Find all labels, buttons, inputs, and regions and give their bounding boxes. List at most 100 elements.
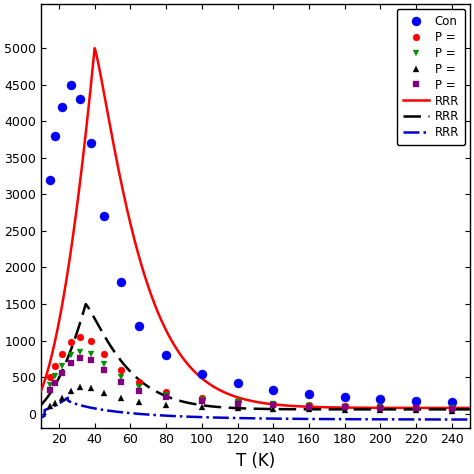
P = <box>235 401 240 407</box>
RRR <box>84 121 90 127</box>
P = <box>271 402 276 408</box>
P = <box>88 351 94 356</box>
P = <box>199 396 205 401</box>
P = <box>47 404 53 410</box>
Line: Con: Con <box>46 80 456 407</box>
P = <box>163 394 169 400</box>
P = <box>306 404 312 410</box>
P = <box>118 374 124 380</box>
P = <box>88 385 94 391</box>
P = <box>342 404 347 410</box>
RRR <box>467 405 473 411</box>
P = <box>53 400 58 406</box>
Con <box>413 398 419 403</box>
Con <box>118 279 124 285</box>
P = <box>449 405 455 411</box>
P = <box>306 403 312 409</box>
P = <box>271 401 276 407</box>
RRR <box>219 404 225 410</box>
P = <box>271 406 276 411</box>
P = <box>235 405 240 411</box>
Con <box>163 353 169 358</box>
RRR <box>201 377 206 383</box>
P = <box>449 408 455 413</box>
Legend: Con, P =, P =, P =, P =, RRR, RRR, RRR: Con, P =, P =, P =, P =, RRR, RRR, RRR <box>397 9 465 146</box>
P = <box>60 351 65 356</box>
RRR <box>109 346 115 352</box>
RRR <box>219 415 225 420</box>
RRR <box>109 137 115 142</box>
P = <box>60 370 65 376</box>
Con <box>77 96 83 102</box>
Con <box>449 399 455 405</box>
RRR <box>459 405 465 411</box>
P = <box>118 395 124 401</box>
P = <box>413 405 419 411</box>
RRR <box>201 414 206 420</box>
Con <box>378 396 383 402</box>
RRR <box>459 417 465 422</box>
P = <box>137 384 142 390</box>
P = <box>100 390 106 395</box>
P = <box>137 380 142 385</box>
P = <box>100 361 106 367</box>
P = <box>53 373 58 379</box>
P = <box>53 380 58 386</box>
P = <box>47 388 53 393</box>
RRR <box>92 46 98 51</box>
Line: P =: P = <box>46 334 456 411</box>
Con <box>47 177 53 182</box>
P = <box>378 404 383 410</box>
P = <box>163 389 169 395</box>
P = <box>271 401 276 406</box>
RRR <box>35 416 40 422</box>
P = <box>88 338 94 344</box>
Con <box>100 213 106 219</box>
RRR <box>109 408 115 414</box>
P = <box>413 408 419 413</box>
P = <box>342 404 347 410</box>
P = <box>306 402 312 408</box>
P = <box>378 407 383 413</box>
Con <box>342 394 347 400</box>
RRR <box>35 405 40 411</box>
Con <box>199 371 205 376</box>
Con <box>235 380 240 386</box>
RRR <box>412 417 418 422</box>
RRR <box>84 302 90 308</box>
P = <box>69 388 74 394</box>
P = <box>118 379 124 384</box>
Line: RRR: RRR <box>37 48 470 408</box>
P = <box>378 404 383 410</box>
RRR <box>219 388 225 394</box>
RRR <box>459 407 465 412</box>
P = <box>77 356 83 361</box>
P = <box>77 349 83 355</box>
P = <box>342 407 347 413</box>
P = <box>69 360 74 365</box>
P = <box>60 395 65 401</box>
P = <box>100 351 106 356</box>
Con <box>271 387 276 392</box>
P = <box>342 403 347 409</box>
P = <box>235 400 240 405</box>
RRR <box>84 404 90 410</box>
P = <box>163 402 169 408</box>
P = <box>53 364 58 369</box>
P = <box>60 363 65 368</box>
P = <box>199 397 205 403</box>
Con <box>60 104 65 109</box>
RRR <box>83 301 89 307</box>
Con <box>306 391 312 397</box>
Line: P =: P = <box>47 355 455 412</box>
Con <box>137 323 142 329</box>
P = <box>137 388 142 393</box>
P = <box>88 357 94 363</box>
P = <box>69 353 74 358</box>
P = <box>199 399 205 404</box>
P = <box>449 406 455 411</box>
P = <box>77 384 83 390</box>
RRR <box>35 396 40 402</box>
Con <box>69 82 74 88</box>
Line: P =: P = <box>46 384 456 414</box>
